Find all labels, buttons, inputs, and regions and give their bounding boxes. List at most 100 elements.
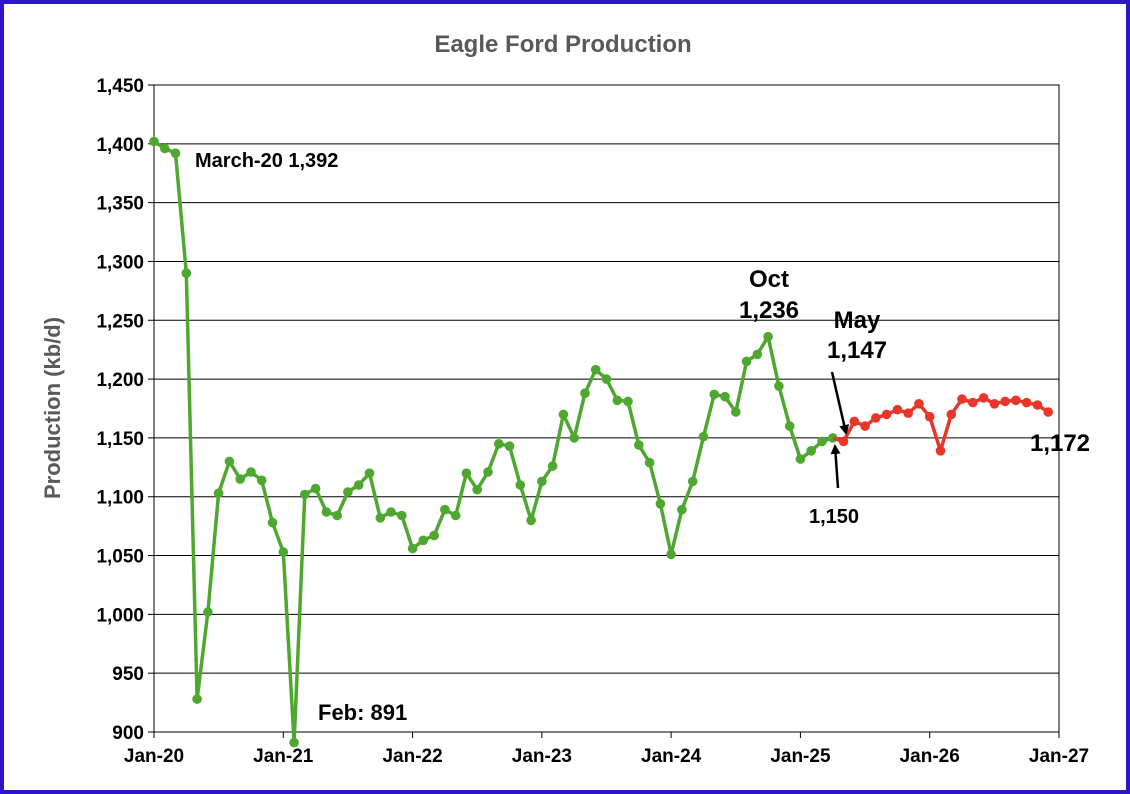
x-tick-label: Jan-27: [1029, 746, 1089, 767]
data-point: [1021, 397, 1032, 408]
y-tick-label: 1,150: [96, 429, 144, 450]
data-point: [397, 510, 407, 521]
x-tick-label: Jan-22: [382, 746, 442, 767]
data-point: [666, 549, 676, 560]
data-point: [494, 439, 504, 449]
data-point: [935, 446, 946, 456]
annotations: March-20 1,392 Feb: 891 Oct 1,236 May 1,…: [195, 150, 1090, 725]
y-tick-label: 1,100: [96, 488, 144, 509]
annotation-1172: 1,172: [1030, 430, 1090, 457]
data-point: [558, 409, 569, 420]
data-point: [720, 391, 730, 402]
data-point: [860, 421, 870, 431]
data-point: [526, 515, 536, 526]
data-point: [590, 364, 601, 375]
data-point: [364, 468, 375, 479]
data-point: [881, 409, 892, 420]
data-point: [332, 510, 343, 521]
data-point: [849, 416, 860, 427]
data-point: [806, 446, 816, 456]
data-point: [914, 399, 924, 409]
data-point: [774, 381, 784, 391]
data-point: [580, 388, 590, 399]
data-point: [978, 393, 989, 403]
annotation-1147: 1,147: [827, 337, 887, 364]
arrow-1150: [830, 444, 841, 489]
data-point: [429, 530, 439, 541]
data-point: [709, 389, 719, 400]
data-point: [289, 737, 299, 748]
data-point: [375, 513, 386, 523]
data-point: [278, 547, 289, 557]
data-point: [946, 409, 957, 420]
annotation-1236: 1,236: [739, 297, 799, 324]
y-tick-label: 1,050: [96, 547, 144, 568]
data-point: [677, 504, 687, 515]
data-point: [763, 331, 773, 342]
data-point: [1043, 407, 1053, 417]
data-point: [784, 421, 795, 431]
annotation-march-20: March-20 1,392: [195, 150, 338, 172]
data-point: [310, 483, 321, 494]
y-axis-label: Production (kb/d): [40, 317, 65, 499]
data-point: [256, 475, 267, 486]
data-point: [246, 467, 256, 477]
data-point: [181, 268, 192, 279]
data-point: [1011, 395, 1021, 406]
data-point: [569, 433, 579, 443]
data-point: [407, 543, 418, 554]
data-point: [418, 535, 429, 546]
data-point: [871, 413, 881, 423]
series-line-0: [153, 140, 834, 745]
y-tick-label: 950: [112, 664, 144, 685]
data-point: [644, 457, 655, 468]
data-point: [1032, 400, 1043, 410]
data-point: [353, 480, 364, 490]
x-tick-label: Jan-26: [900, 746, 960, 767]
chart-title: Eagle Ford Production: [434, 31, 691, 58]
data-point: [300, 489, 310, 500]
data-point: [741, 356, 752, 367]
data-point: [903, 408, 913, 419]
y-tick-label: 1,350: [96, 194, 144, 215]
series-lines: [149, 136, 1053, 748]
axis-ticks: 900 950 1,000 1,050 1,100 1,150 1,200 1,250 1,30…: [96, 76, 1089, 767]
y-tick-label: 1,300: [96, 252, 144, 273]
data-point: [343, 487, 353, 497]
x-tick-label: Jan-23: [512, 746, 572, 767]
data-point: [450, 510, 461, 521]
data-point: [504, 441, 515, 451]
data-point: [601, 374, 612, 384]
data-point: [537, 476, 547, 487]
data-point: [817, 436, 827, 447]
data-point: [795, 454, 806, 464]
data-point: [170, 148, 181, 158]
data-point: [440, 504, 450, 515]
y-tick-label: 1,000: [96, 605, 144, 626]
data-point: [623, 396, 633, 407]
x-tick-label: Jan-20: [124, 746, 184, 767]
annotation-1150: 1,150: [809, 506, 859, 528]
data-point: [655, 499, 666, 509]
data-point: [1000, 396, 1010, 407]
data-point: [213, 488, 224, 499]
data-point: [160, 143, 170, 154]
x-tick-label: Jan-24: [641, 746, 702, 767]
data-point: [461, 468, 472, 479]
y-tick-label: 1,450: [96, 76, 144, 97]
data-point: [612, 395, 623, 406]
x-tick-label: Jan-21: [253, 746, 314, 767]
data-point: [731, 407, 741, 417]
data-point: [989, 399, 1000, 409]
data-point: [192, 694, 202, 704]
annotation-oct: Oct: [749, 266, 789, 293]
data-point: [386, 507, 396, 517]
y-tick-label: 900: [112, 723, 144, 744]
data-point: [892, 404, 903, 415]
x-tick-label: Jan-25: [770, 746, 831, 767]
data-point: [547, 461, 558, 471]
data-point: [838, 436, 849, 447]
data-point: [687, 476, 698, 487]
annotation-feb-891: Feb: 891: [318, 700, 407, 725]
